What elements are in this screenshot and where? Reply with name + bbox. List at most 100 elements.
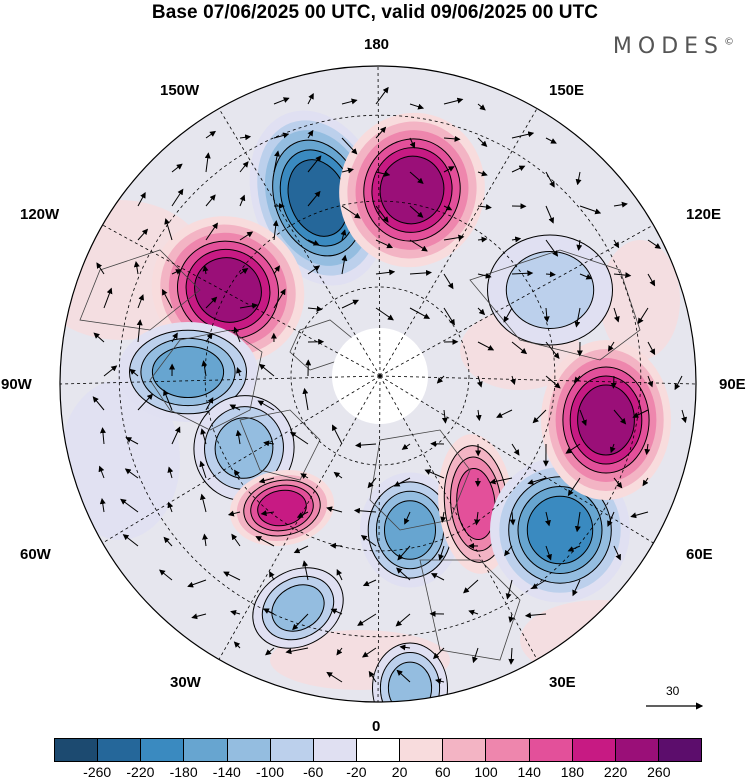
wind-arrow bbox=[567, 477, 581, 497]
anomaly-contour bbox=[372, 642, 448, 702]
wind-arrow bbox=[477, 236, 488, 243]
wind-arrow bbox=[463, 579, 479, 594]
wind-arrow bbox=[129, 368, 139, 377]
colorbar-tick-label: -100 bbox=[255, 764, 285, 780]
wind-arrow bbox=[353, 507, 377, 514]
wind-arrow bbox=[579, 205, 602, 215]
wind-arrow bbox=[674, 375, 683, 391]
wind-arrow bbox=[361, 647, 377, 658]
wind-arrow bbox=[545, 205, 554, 224]
colorbar-tick-label: -260 bbox=[83, 764, 112, 780]
wind-arrow bbox=[273, 150, 280, 173]
wind-arrow bbox=[409, 269, 432, 276]
label-30e: 30E bbox=[549, 674, 576, 691]
label-120e: 120E bbox=[686, 206, 722, 223]
wind-arrow bbox=[103, 287, 113, 309]
wind-arrow bbox=[137, 294, 145, 309]
wind-arrow bbox=[511, 341, 528, 355]
wind-arrow bbox=[233, 641, 241, 649]
latitude-circle bbox=[204, 200, 556, 552]
wind-arrow bbox=[508, 647, 515, 665]
wind-arrow bbox=[296, 511, 309, 518]
wind-arrow bbox=[229, 404, 241, 411]
label-150w: 150W bbox=[160, 82, 200, 99]
wind-arrow bbox=[424, 469, 445, 479]
anomaly-contour bbox=[487, 234, 613, 346]
wind-arrow bbox=[227, 510, 241, 517]
colorbar-segment bbox=[529, 739, 573, 761]
anomaly-contour bbox=[252, 567, 344, 649]
anomaly-band bbox=[60, 380, 180, 540]
wind-arrow bbox=[474, 511, 481, 526]
wind-arrow bbox=[477, 204, 492, 210]
wind-arrow bbox=[609, 443, 616, 454]
wind-arrow bbox=[430, 573, 445, 581]
wind-arrow bbox=[565, 443, 581, 454]
wind-arrow bbox=[472, 647, 479, 664]
wind-arrow bbox=[647, 273, 656, 287]
wind-arrow bbox=[96, 262, 105, 275]
anomaly-contour bbox=[508, 476, 612, 584]
wind-arrow bbox=[511, 443, 520, 456]
wind-arrow bbox=[443, 307, 455, 326]
coastline bbox=[369, 429, 471, 531]
anomaly-contour bbox=[257, 489, 307, 527]
wind-arrow bbox=[630, 511, 649, 519]
wind-arrow bbox=[613, 409, 627, 425]
wind-arrow bbox=[341, 137, 358, 155]
anomaly-contour bbox=[384, 500, 436, 560]
wind-arrow bbox=[496, 409, 513, 418]
wind-arrow bbox=[443, 166, 455, 173]
colorbar-segment bbox=[55, 739, 99, 761]
wind-arrow bbox=[545, 511, 551, 527]
label-30w: 30W bbox=[170, 674, 201, 691]
wind-arrow bbox=[545, 171, 555, 188]
wind-arrow bbox=[375, 239, 394, 249]
meridian-line bbox=[379, 224, 654, 377]
wind-arrow bbox=[545, 545, 552, 561]
colorbar-tick-label: -220 bbox=[126, 764, 155, 780]
wind-arrow bbox=[329, 542, 343, 549]
wind-arrow bbox=[647, 239, 662, 249]
wind-arrow bbox=[397, 545, 411, 561]
latitude-circle bbox=[290, 286, 470, 466]
wind-arrow bbox=[239, 161, 249, 173]
wind-arrow bbox=[239, 231, 254, 241]
wind-arrow bbox=[477, 103, 486, 111]
wind-arrow bbox=[341, 205, 361, 219]
coastline bbox=[149, 329, 263, 431]
anomaly-contour bbox=[243, 479, 321, 537]
wind-arrow bbox=[574, 511, 581, 533]
wind-arrow bbox=[409, 171, 424, 184]
wind-arrow bbox=[285, 647, 309, 655]
wind-arrow bbox=[503, 307, 513, 323]
wind-arrow bbox=[409, 307, 431, 319]
colorbar-tick-label: 140 bbox=[517, 764, 541, 780]
wind-arrow bbox=[443, 204, 453, 211]
wind-arrow bbox=[233, 326, 241, 343]
wind-arrow bbox=[355, 442, 377, 449]
wind-arrow bbox=[393, 477, 411, 487]
colorbar-tick-label: -20 bbox=[346, 764, 367, 780]
wind-arrow bbox=[272, 220, 279, 241]
wind-arrow bbox=[263, 608, 275, 615]
wind-arrow bbox=[204, 152, 211, 173]
anomaly-contour bbox=[257, 490, 307, 526]
colorbar-segment bbox=[184, 739, 228, 761]
wind-arrow bbox=[613, 477, 623, 489]
wind-arrow bbox=[239, 194, 246, 207]
wind-arrow bbox=[396, 669, 411, 683]
wind-arrow bbox=[375, 86, 389, 105]
coastline bbox=[239, 409, 321, 481]
anomaly-contour bbox=[151, 346, 225, 398]
wind-arrow bbox=[579, 273, 593, 280]
wind-arrow bbox=[93, 332, 105, 343]
wind-arrow bbox=[239, 268, 249, 275]
wind-arrow bbox=[545, 375, 561, 389]
meridian-line bbox=[60, 375, 381, 385]
wind-arrow bbox=[340, 229, 347, 241]
wind-arrow bbox=[307, 239, 320, 246]
wind-arrow bbox=[409, 103, 425, 110]
wind-arrow bbox=[545, 271, 556, 278]
